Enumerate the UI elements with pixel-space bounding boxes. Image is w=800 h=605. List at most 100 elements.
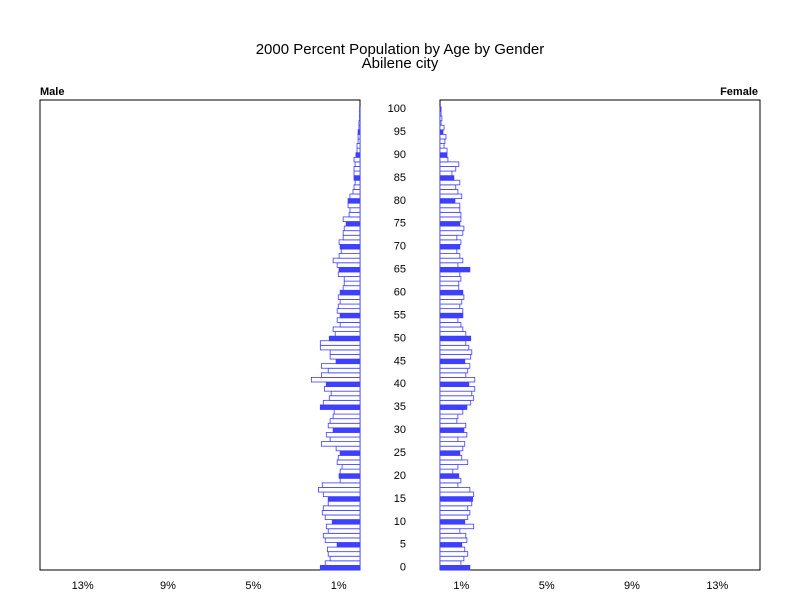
bar [337,263,360,268]
bar [338,272,360,277]
bar [328,552,360,557]
bar [348,199,360,204]
bar [343,235,360,240]
y-tick-label: 60 [394,286,406,298]
bar [440,157,448,162]
bar [440,139,445,144]
bar [440,377,475,382]
bar [440,249,457,254]
bar [440,111,441,116]
bar [440,524,474,529]
bar [328,501,360,506]
bar [323,533,360,538]
bar [440,414,458,419]
bar [440,506,468,511]
bar [340,290,360,295]
bar [344,277,360,282]
bar [440,212,461,217]
x-tick-label: 5% [539,580,555,592]
bar [440,515,468,520]
bar [350,208,360,213]
bar [440,501,472,506]
bar [440,208,460,213]
bar [440,299,462,304]
bar [440,455,462,460]
bar [337,542,360,547]
bar [357,144,360,149]
bar [336,359,360,364]
bar [328,497,360,502]
x-tick-label: 5% [245,580,261,592]
bar [440,318,458,323]
bar [354,166,360,171]
y-tick-label: 75 [394,218,406,230]
bar [320,565,360,570]
bar [440,263,458,268]
bar [440,350,472,355]
bar [359,125,360,130]
bar [324,387,360,392]
bar [338,295,360,300]
bar [325,561,360,566]
bar [328,423,360,428]
bar [440,492,474,497]
bar [353,189,360,194]
bar [440,116,442,121]
bar [337,318,360,323]
x-tick-label: 9% [160,580,176,592]
bar [311,377,360,382]
bar [320,345,360,350]
bar [343,286,360,291]
bar [334,410,360,415]
bar [339,254,360,259]
bar [440,354,471,359]
bar [440,171,452,176]
bar [340,451,360,456]
bar [333,414,360,419]
bar [321,442,360,447]
bar [332,520,360,525]
bar [338,455,360,460]
bar [440,180,460,185]
bar [340,299,360,304]
bar [440,368,468,373]
bar [440,295,464,300]
bar [440,400,471,405]
y-tick-label: 5 [400,539,406,551]
bar [440,359,465,364]
bar [333,327,360,332]
bar [440,144,444,149]
bar [349,212,360,217]
bar [440,437,458,442]
bar [331,391,360,396]
bar [440,565,470,570]
bar [440,203,460,208]
bar [440,538,467,543]
bar [322,510,360,515]
bar [335,332,360,337]
bar [355,180,360,185]
bar [323,400,360,405]
legend-male: Male [40,86,64,98]
bar [323,506,360,511]
bar [340,313,360,318]
bar [440,290,463,295]
bar [330,419,360,424]
bar [358,130,360,135]
bar [440,460,468,465]
bar [354,185,360,190]
bar [358,134,360,139]
bar [440,373,466,378]
y-tick-label: 10 [394,516,406,528]
bar [440,125,444,130]
bar [440,277,461,282]
bar [440,474,459,479]
bar [440,166,456,171]
bar [321,364,360,369]
bar [440,176,454,181]
bar [440,396,474,401]
bar [354,176,360,181]
bar [440,533,466,538]
bar [440,529,460,534]
bar [339,474,360,479]
